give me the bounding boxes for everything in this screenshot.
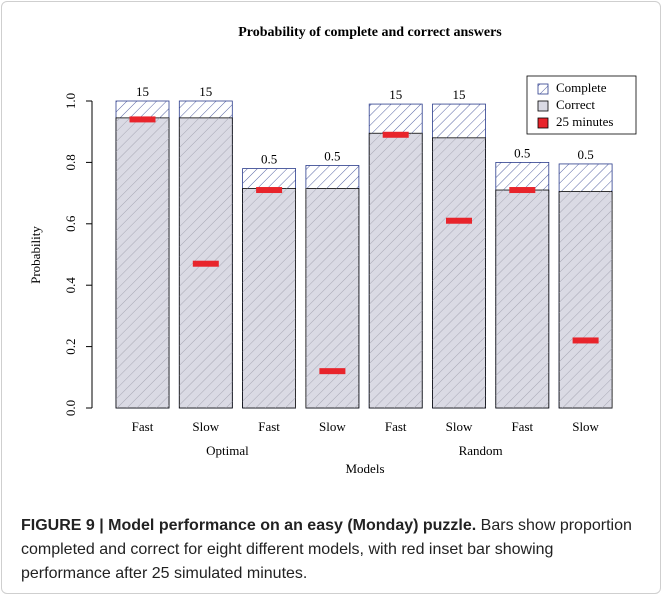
minutes-marker <box>129 116 156 123</box>
caption: FIGURE 9 | Model performance on an easy … <box>21 514 646 586</box>
y-tick-label: 0.8 <box>63 154 78 170</box>
correct-bar-hatch <box>305 188 359 408</box>
bar-label: 15 <box>136 84 149 99</box>
minutes-marker <box>192 260 219 267</box>
correct-bar-hatch <box>116 117 169 408</box>
bar-label: 0.5 <box>324 148 340 163</box>
chart: Probability of complete and correct answ… <box>28 25 637 476</box>
legend-swatch <box>537 100 549 112</box>
group-label: Random <box>459 443 503 458</box>
minutes-marker <box>509 187 536 194</box>
y-tick-label: 0.2 <box>63 338 78 354</box>
bar-label: 0.5 <box>577 147 593 162</box>
bar-label: 15 <box>389 87 402 102</box>
y-axis-label: Probability <box>28 226 43 284</box>
caption-label: FIGURE 9 | Model performance on an easy … <box>21 517 477 534</box>
y-tick-label: 1.0 <box>63 93 78 109</box>
caption-text: Bars show proportion completed and corre… <box>21 517 632 582</box>
x-tick-label: Fast <box>511 419 533 434</box>
minutes-marker <box>319 368 346 375</box>
bar-label: 15 <box>199 84 212 99</box>
x-tick-label: Slow <box>572 419 599 434</box>
y-tick-label: 0.0 <box>63 400 78 416</box>
x-tick-label: Fast <box>132 419 154 434</box>
chart-title: Probability of complete and correct answ… <box>238 25 502 40</box>
group-label: Optimal <box>206 443 249 458</box>
correct-bar-hatch <box>559 191 613 408</box>
correct-bar-hatch <box>242 188 296 408</box>
bar-label: 15 <box>453 87 466 102</box>
bar-label: 0.5 <box>514 145 530 160</box>
legend-swatch <box>537 83 549 95</box>
y-tick-label: 0.4 <box>63 277 78 294</box>
minutes-marker <box>256 187 283 194</box>
correct-bar-hatch <box>495 190 549 408</box>
x-tick-label: Fast <box>258 419 280 434</box>
x-tick-label: Slow <box>446 419 473 434</box>
y-tick-label: 0.6 <box>63 215 78 232</box>
minutes-marker <box>572 337 599 344</box>
minutes-marker <box>446 217 472 224</box>
legend-label: Correct <box>556 97 595 112</box>
bar-label: 0.5 <box>261 152 277 167</box>
legend-label: Complete <box>556 80 607 95</box>
legend-swatch <box>537 117 549 129</box>
correct-bar-hatch <box>432 137 486 408</box>
correct-bar-hatch <box>369 133 423 409</box>
x-tick-label: Slow <box>192 419 219 434</box>
x-tick-label: Slow <box>319 419 346 434</box>
x-tick-label: Fast <box>385 419 407 434</box>
minutes-marker <box>382 131 409 138</box>
legend-label: 25 minutes <box>556 114 613 129</box>
x-axis-label: Models <box>346 461 385 476</box>
